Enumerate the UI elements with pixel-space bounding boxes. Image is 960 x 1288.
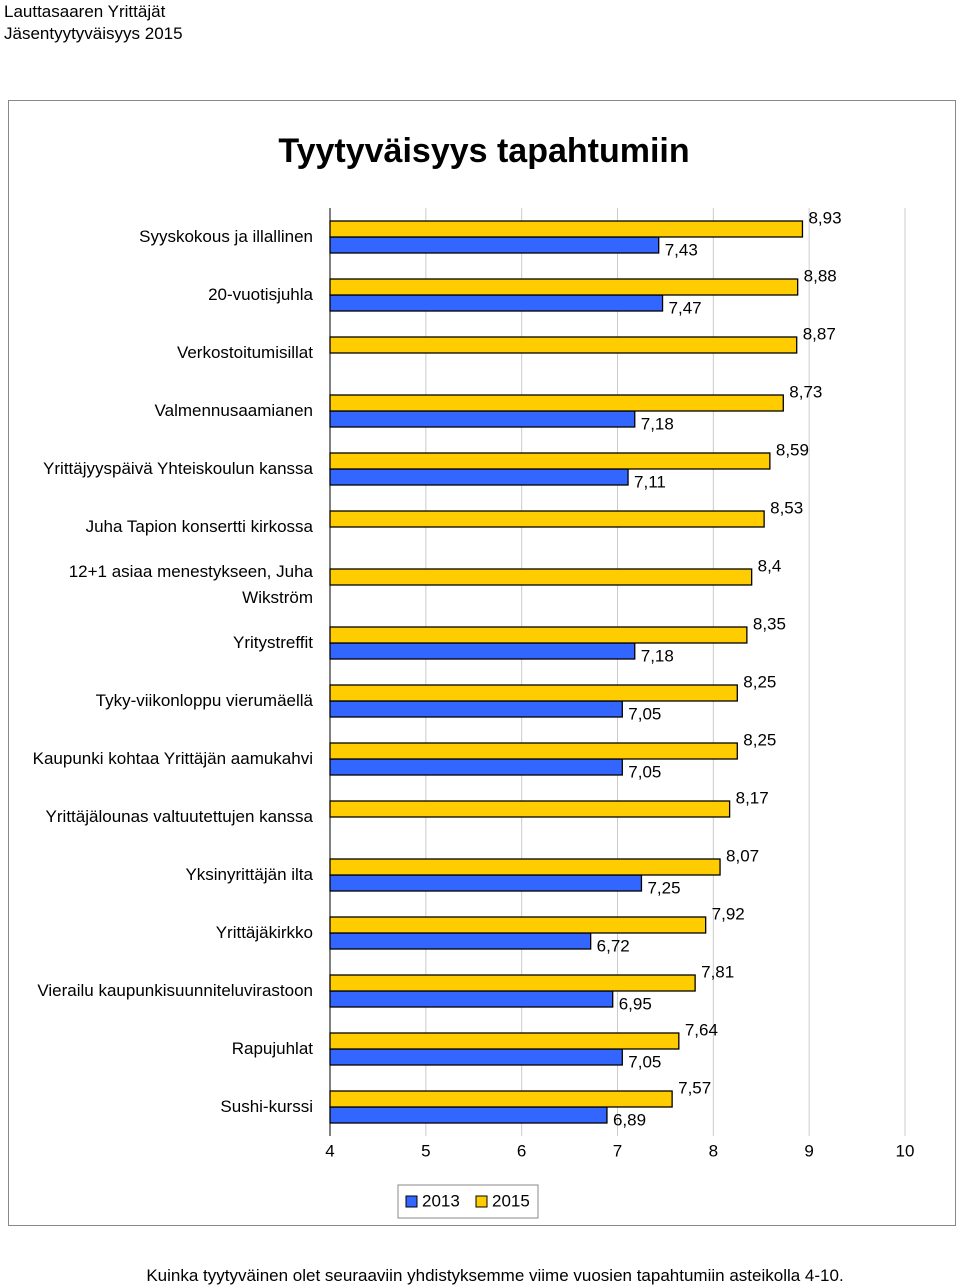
- y-tick-label: Yrittäjälounas valtuutettujen kanssa: [45, 807, 313, 826]
- bar: [329, 684, 738, 702]
- value-label: 6,95: [619, 994, 652, 1013]
- bar: [329, 874, 643, 892]
- bar: [329, 220, 804, 238]
- y-tick-label: Juha Tapion konsertti kirkossa: [85, 517, 313, 536]
- value-label: 8,4: [758, 556, 782, 575]
- x-tick-label: 7: [613, 1141, 622, 1160]
- y-tick-label: Yrittäjyyspäivä Yhteiskoulun kanssa: [43, 459, 313, 478]
- chart-frame: [8, 100, 956, 1226]
- bar: [329, 932, 592, 950]
- y-tick-label: 20-vuotisjuhla: [208, 285, 313, 304]
- x-tick-label: 8: [709, 1141, 718, 1160]
- bar: [329, 336, 798, 354]
- bar: [329, 974, 696, 992]
- value-label: 7,64: [685, 1020, 718, 1039]
- value-label: 7,81: [701, 962, 734, 981]
- bar: [329, 1032, 680, 1050]
- value-label: 8,53: [770, 498, 803, 517]
- y-tick-label: 12+1 asiaa menestykseen, Juha Wikström: [68, 562, 313, 607]
- y-tick-label: Yrittäjäkirkko: [215, 923, 313, 942]
- value-label: 7,11: [634, 472, 666, 491]
- bar: [329, 990, 614, 1008]
- bar: [329, 568, 753, 586]
- legend-swatch: [405, 1195, 418, 1208]
- value-label: 8,87: [803, 324, 836, 343]
- bar: [329, 468, 629, 486]
- bar: [329, 758, 623, 776]
- bar: [329, 278, 799, 296]
- value-label: 8,07: [726, 846, 759, 865]
- x-tick-label: 9: [804, 1141, 813, 1160]
- y-tick-label: Verkostoitumisillat: [176, 343, 313, 362]
- value-label: 8,59: [776, 440, 809, 459]
- y-tick-label: Sushi-kurssi: [220, 1097, 313, 1116]
- bar: [329, 1106, 608, 1124]
- bar: [329, 236, 660, 254]
- bar: [329, 410, 636, 428]
- value-label: 8,25: [743, 730, 776, 749]
- x-tick-label: 5: [421, 1141, 430, 1160]
- value-label: 7,05: [628, 762, 661, 781]
- footer-note: Kuinka tyytyväinen olet seuraaviin yhdis…: [146, 1266, 844, 1285]
- value-label: 8,93: [808, 208, 841, 227]
- value-label: 7,47: [669, 298, 702, 317]
- value-label: 8,35: [753, 614, 786, 633]
- y-tick-label: Rapujuhlat: [231, 1039, 313, 1058]
- y-tick-label: Syyskokous ja illallinen: [139, 227, 313, 246]
- value-label: 7,18: [641, 646, 674, 665]
- bar: [329, 1090, 673, 1108]
- value-label: 7,05: [628, 704, 661, 723]
- legend-box: [397, 1184, 539, 1219]
- x-tick-label: 6: [517, 1141, 526, 1160]
- value-label: 7,43: [665, 240, 698, 259]
- x-tick-label: 4: [325, 1141, 334, 1160]
- bar: [329, 916, 707, 934]
- value-label: 6,89: [613, 1110, 646, 1129]
- value-label: 7,92: [712, 904, 745, 923]
- value-label: 7,05: [628, 1052, 661, 1071]
- value-label: 7,25: [647, 878, 680, 897]
- value-label: 8,73: [789, 382, 822, 401]
- y-tick-label: Valmennusaamianen: [154, 401, 313, 420]
- bar: [329, 294, 664, 312]
- bar: [329, 626, 748, 644]
- chart-title: Tyytyväisyys tapahtumiin: [278, 132, 690, 170]
- bar: [329, 394, 784, 412]
- y-tick-label: Tyky-viikonloppu vierumäellä: [95, 691, 313, 710]
- value-label: 6,72: [597, 936, 630, 955]
- bar: [329, 1048, 623, 1066]
- legend-swatch: [475, 1195, 488, 1208]
- x-tick-label: 10: [896, 1141, 915, 1160]
- bar: [329, 800, 731, 818]
- value-label: 8,25: [743, 672, 776, 691]
- y-tick-label: Kaupunki kohtaa Yrittäjän aamukahvi: [32, 749, 313, 768]
- value-label: 8,17: [736, 788, 769, 807]
- bar: [329, 452, 771, 470]
- legend-label: 2015: [492, 1191, 530, 1210]
- value-label: 7,18: [641, 414, 674, 433]
- bar: [329, 858, 721, 876]
- y-tick-label: Yritystreffit: [233, 633, 313, 652]
- subtitle: Jäsentyytyväisyys 2015: [4, 24, 183, 43]
- legend-label: 2013: [422, 1191, 460, 1210]
- y-tick-label: Vierailu kaupunkisuunniteluvirastoon: [37, 981, 313, 1000]
- bar: [329, 742, 738, 760]
- bar: [329, 510, 765, 528]
- bar: [329, 700, 623, 718]
- y-tick-label: Yksinyrittäjän ilta: [185, 865, 313, 884]
- bar: [329, 642, 636, 660]
- organization: Lauttasaaren Yrittäjät: [4, 2, 166, 21]
- value-label: 7,57: [678, 1078, 711, 1097]
- value-label: 8,88: [804, 266, 837, 285]
